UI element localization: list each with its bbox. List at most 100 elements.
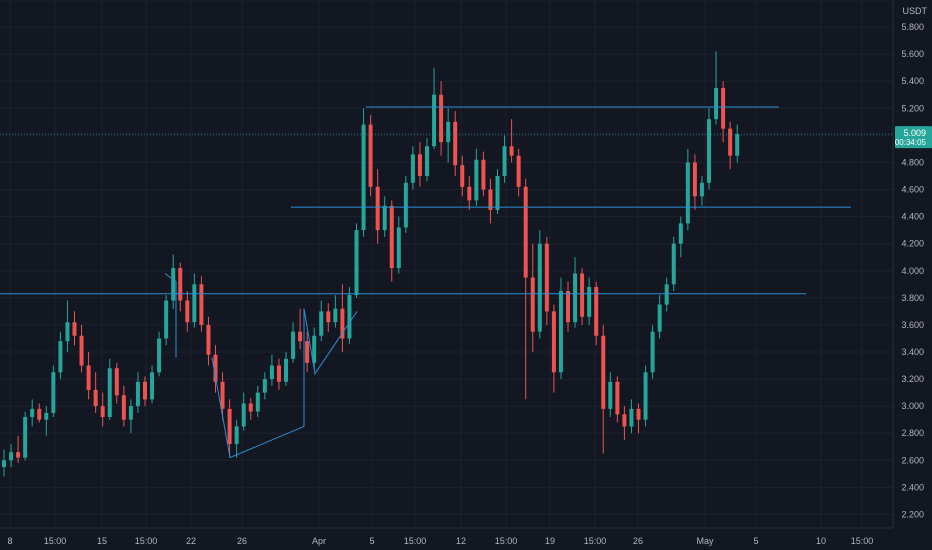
candle-body <box>537 243 542 332</box>
candle-body <box>86 365 91 390</box>
candle-body <box>650 331 655 373</box>
candle <box>678 216 683 258</box>
last-price-tag-box <box>895 126 932 149</box>
candle <box>636 403 641 434</box>
time-axis[interactable]: 8 15:00 15 15:00 22 26 Apr 5 15:00 12 15:00 19 15:00… <box>7 536 873 546</box>
candle <box>2 449 6 477</box>
candle-body <box>566 291 570 323</box>
candle <box>199 276 204 332</box>
candle <box>164 295 169 346</box>
candle-body <box>481 159 486 190</box>
candle-body <box>178 268 183 301</box>
candle <box>566 281 570 332</box>
candle-body <box>509 146 514 156</box>
candle <box>692 154 697 210</box>
candle <box>375 169 380 244</box>
candle-body <box>65 322 70 342</box>
time-tick-label: 15 <box>97 536 107 546</box>
candle-body <box>523 186 528 278</box>
candle-body <box>446 121 451 143</box>
candle <box>453 111 458 176</box>
candle <box>657 295 662 339</box>
candle-body <box>735 134 740 156</box>
candle-body <box>664 284 669 305</box>
candle-body <box>93 389 98 407</box>
price-tick-label: 4.400 <box>901 212 924 222</box>
candle-body <box>248 403 253 412</box>
price-tick-label: 2.600 <box>901 455 924 465</box>
candle-body <box>453 121 458 166</box>
candle-body <box>23 416 28 458</box>
candle <box>326 303 331 332</box>
candle <box>51 365 56 417</box>
candle-body <box>636 408 641 420</box>
candle <box>502 135 507 183</box>
candle <box>79 324 84 373</box>
candle <box>558 277 563 380</box>
candle <box>37 403 42 423</box>
time-tick-label: 19 <box>545 536 555 546</box>
candle-body <box>44 412 49 420</box>
candle-body <box>721 88 726 129</box>
candle-body <box>326 311 331 323</box>
candle-body <box>622 414 627 427</box>
price-tick-label: 5.600 <box>901 49 924 59</box>
trend-line[interactable] <box>164 273 177 358</box>
candle-body <box>234 426 239 445</box>
candle-body <box>157 338 162 373</box>
candle <box>234 419 239 458</box>
candle <box>30 399 35 427</box>
candle <box>58 331 63 380</box>
candle <box>629 399 634 434</box>
candle-body <box>714 88 719 120</box>
candle-body <box>121 395 126 420</box>
trend-line[interactable] <box>211 308 305 459</box>
candle <box>178 262 183 312</box>
candle <box>44 406 49 436</box>
candle <box>192 273 197 328</box>
time-tick-label: 15:00 <box>851 536 874 546</box>
price-tick-label: 4.000 <box>901 266 924 276</box>
candle-body <box>439 94 444 143</box>
candle-body <box>107 368 112 417</box>
last-price-countdown: 00:34:05 <box>895 138 927 147</box>
time-tick-label: 12 <box>456 536 466 546</box>
candle <box>65 300 70 352</box>
candle <box>488 178 493 224</box>
candle-body <box>382 205 387 231</box>
candle-body <box>192 284 197 323</box>
candle-body <box>467 186 472 201</box>
candle <box>354 223 359 298</box>
candle-body <box>2 460 6 468</box>
candle-body <box>255 392 260 412</box>
candle <box>622 406 627 440</box>
candle-body <box>544 243 549 312</box>
time-tick-label: 15:00 <box>584 536 607 546</box>
candle-body <box>375 186 380 231</box>
drawings[interactable] <box>0 106 893 459</box>
price-tick-label: 5.800 <box>901 22 924 32</box>
candle-body <box>171 268 176 301</box>
candle <box>269 354 274 386</box>
candle-body <box>707 119 711 183</box>
candle-body <box>291 331 296 359</box>
time-tick-label: 15:00 <box>44 536 67 546</box>
candle <box>305 331 310 373</box>
candle <box>100 392 105 427</box>
price-tick-label: 5.200 <box>901 103 924 113</box>
candle-body <box>262 379 267 393</box>
time-tick-label: 22 <box>186 536 196 546</box>
candle-body <box>72 322 77 336</box>
candle <box>206 316 211 366</box>
candle <box>298 308 303 350</box>
candle-body <box>530 277 535 332</box>
currency-label: USDT <box>903 6 928 16</box>
time-tick-label: 8 <box>7 536 12 546</box>
candle <box>643 365 648 427</box>
candle-body <box>185 300 190 323</box>
trend-line[interactable] <box>303 308 358 375</box>
candle-body <box>573 273 578 323</box>
candle <box>439 81 444 156</box>
